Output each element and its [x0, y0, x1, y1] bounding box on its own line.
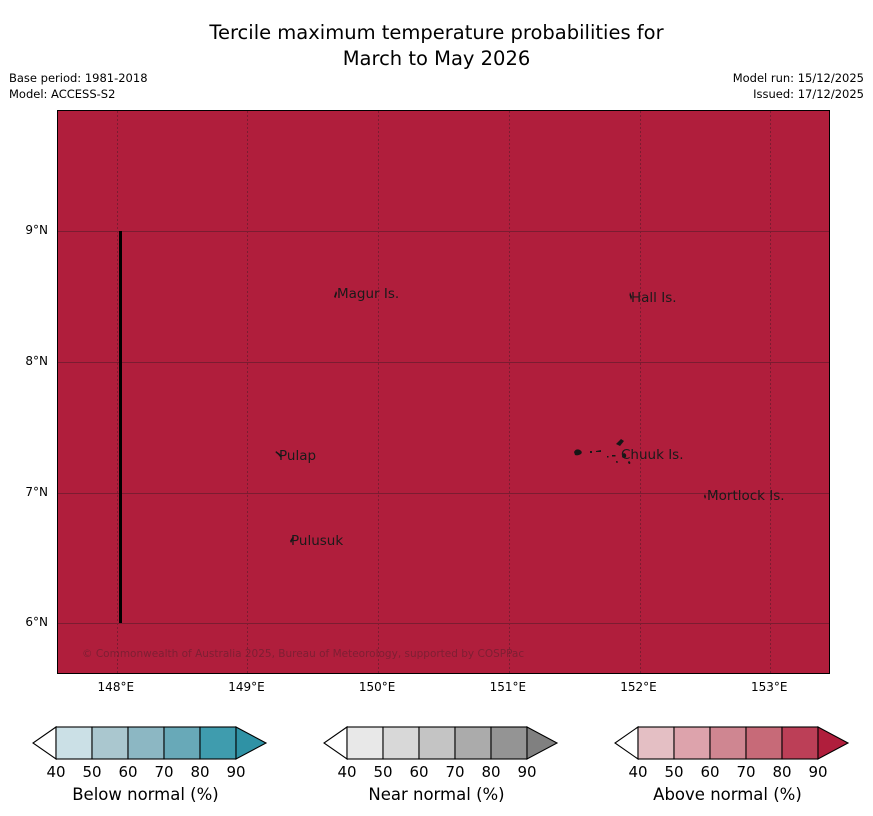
copyright-text: © Commonwealth of Australia 2025, Bureau… — [82, 648, 525, 660]
x-tick-label: 151°E — [489, 680, 527, 694]
colorbar-above-bar — [582, 723, 873, 763]
map-canvas: © Commonwealth of Australia 2025, Bureau… — [58, 111, 829, 673]
gridline-longitude — [640, 111, 641, 673]
colorbar-below-label: Below normal (%) — [72, 785, 219, 804]
colorbar-tick-label: 40 — [337, 763, 357, 781]
gridline-longitude — [770, 111, 771, 673]
island-marker-icon — [612, 442, 616, 456]
x-tick-label: 153°E — [750, 680, 788, 694]
colorbar-near-bar — [291, 723, 582, 763]
island-marker-icon — [606, 443, 609, 457]
y-tick-label: 9°N — [25, 223, 48, 238]
island-marker-icon — [628, 286, 635, 300]
colorbar-tick-label: 60 — [118, 763, 138, 781]
island-marker-icon — [627, 450, 632, 464]
island-marker-icon — [275, 444, 284, 457]
model-text: Model: ACCESS-S2 — [9, 87, 116, 101]
island-marker-icon — [333, 284, 341, 298]
gridline-latitude — [58, 362, 829, 363]
y-tick-label: 6°N — [25, 615, 48, 630]
colorbar-tick-label: 40 — [46, 763, 66, 781]
x-tick-label: 148°E — [97, 680, 135, 694]
island-marker-icon — [621, 444, 628, 458]
colorbar-near-ticks: 40 50 60 70 80 90 — [291, 764, 582, 784]
header-meta-left: Base period: 1981-2018 Model: ACCESS-S2 — [9, 70, 148, 102]
page-title: Tercile maximum temperature probabilitie… — [209, 21, 664, 70]
island-label: Pulap — [279, 448, 317, 464]
colorbar-tick-label: 90 — [517, 763, 537, 781]
gridline-longitude — [117, 111, 118, 673]
colorbar-above-ticks: 40 50 60 70 80 90 — [582, 764, 873, 784]
y-tick-label: 7°N — [25, 484, 48, 499]
x-tick-label: 149°E — [228, 680, 265, 694]
island-label: Hall Is. — [631, 290, 677, 306]
colorbar-below-bar — [0, 723, 291, 763]
colorbar-near-label: Near normal (%) — [368, 785, 505, 804]
island-marker-icon — [703, 485, 708, 499]
colorbar-tick-label: 80 — [772, 763, 792, 781]
colorbar-tick-label: 90 — [808, 763, 828, 781]
base-period-text: Base period: 1981-2018 — [9, 71, 148, 85]
territorial-boundary-line — [119, 231, 122, 623]
x-tick-label: 150°E — [358, 680, 396, 694]
island-label: Pulusuk — [291, 533, 344, 549]
map-plot[interactable]: © Commonwealth of Australia 2025, Bureau… — [57, 110, 830, 674]
colorbar-tick-label: 40 — [628, 763, 648, 781]
island-marker-icon — [615, 449, 619, 463]
island-label: Chuuk Is. — [621, 447, 684, 463]
gridline-latitude — [58, 493, 829, 494]
colorbar-below-normal: 40 50 60 70 80 90 Below normal (%) — [0, 713, 291, 813]
colorbar-tick-label: 90 — [226, 763, 246, 781]
colorbar-tick-label: 70 — [445, 763, 465, 781]
island-marker-icon — [589, 439, 593, 453]
island-label: Magur Is. — [337, 286, 400, 302]
header-meta-right: Model run: 15/12/2025 Issued: 17/12/2025 — [733, 70, 864, 102]
colorbar-tick-label: 50 — [664, 763, 684, 781]
colorbar-below-ticks: 40 50 60 70 80 90 — [0, 764, 291, 784]
colorbar-tick-label: 80 — [190, 763, 210, 781]
colorbar-tick-label: 60 — [409, 763, 429, 781]
colorbar-near-normal: 40 50 60 70 80 90 Near normal (%) — [291, 713, 582, 813]
colorbar-above-normal: 40 50 60 70 80 90 Above normal (%) — [582, 713, 873, 813]
colorbar-tick-label: 60 — [700, 763, 720, 781]
gridline-longitude — [509, 111, 510, 673]
colorbar-tick-label: 80 — [481, 763, 501, 781]
colorbar-tick-label: 70 — [154, 763, 174, 781]
x-tick-label: 152°E — [620, 680, 657, 694]
island-label: Mortlock Is. — [707, 488, 785, 504]
colorbar-tick-label: 70 — [736, 763, 756, 781]
island-marker-icon — [615, 432, 625, 446]
y-tick-label: 8°N — [25, 353, 48, 368]
island-marker-icon — [572, 441, 584, 455]
colorbar-tick-label: 50 — [373, 763, 393, 781]
colorbar-tick-label: 50 — [82, 763, 102, 781]
gridline-longitude — [247, 111, 248, 673]
island-marker-icon — [596, 438, 602, 452]
issued-text: Issued: 17/12/2025 — [753, 87, 864, 101]
colorbar-above-label: Above normal (%) — [653, 785, 802, 804]
gridline-latitude — [58, 231, 829, 232]
island-marker-icon — [289, 529, 296, 543]
gridline-latitude — [58, 623, 829, 624]
model-run-text: Model run: 15/12/2025 — [732, 71, 864, 85]
gridline-longitude — [378, 111, 379, 673]
